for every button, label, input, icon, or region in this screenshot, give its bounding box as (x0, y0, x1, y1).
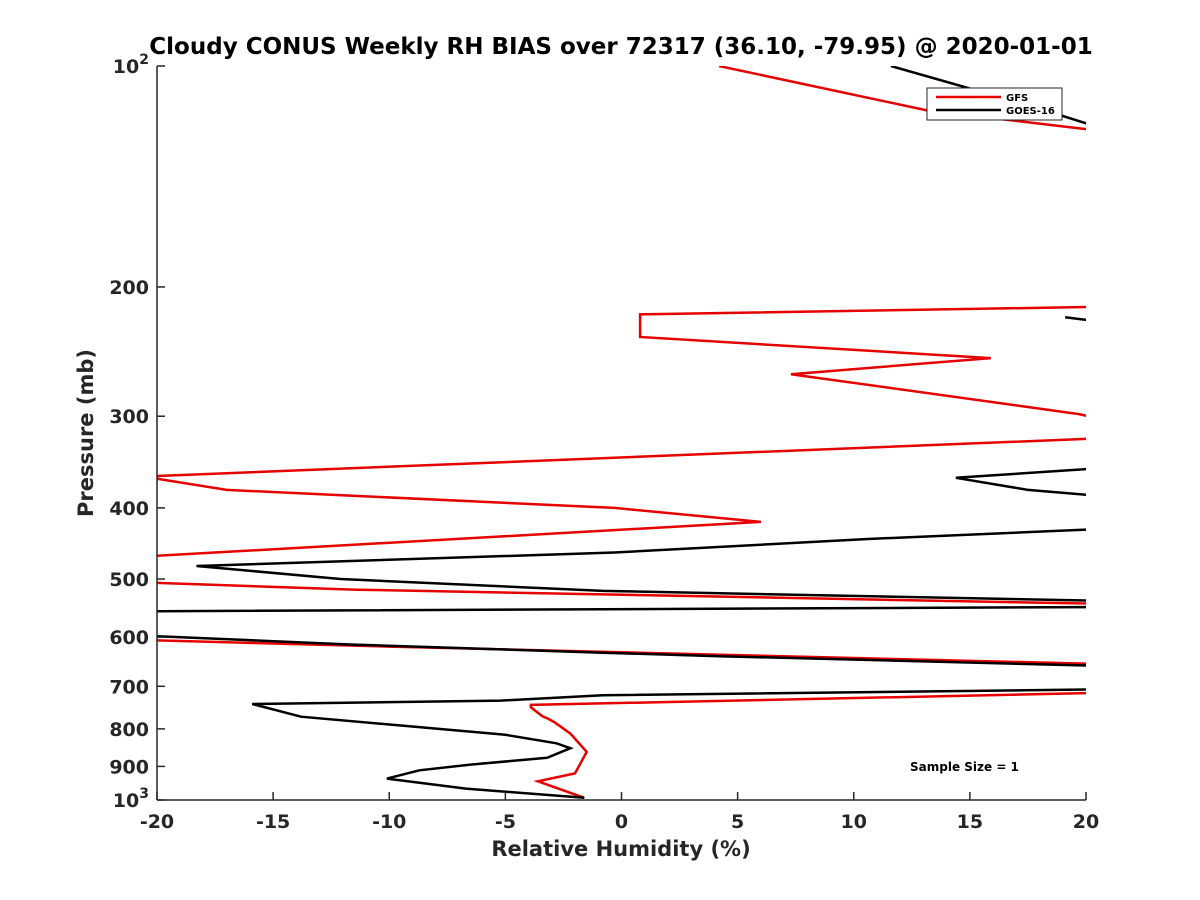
legend: GFS GOES-16 (926, 87, 1063, 121)
y-tick-label: 102 (113, 52, 149, 78)
x-axis-ticks: -20 -15 -10 -5 0 5 10 15 20 (140, 792, 1099, 833)
y-tick-label: 500 (109, 569, 149, 591)
y-tick-label: 700 (109, 676, 149, 698)
x-tick-label: -5 (495, 811, 516, 833)
y-tick-label: 300 (109, 406, 149, 428)
y-tick-label: 800 (109, 719, 149, 741)
x-tick-label: 5 (731, 811, 744, 833)
legend-label-goes16: GOES-16 (1006, 106, 1055, 117)
x-axis-label: Relative Humidity (%) (491, 837, 750, 861)
x-tick-label: 15 (957, 811, 983, 833)
legend-label-gfs: GFS (1006, 93, 1028, 104)
x-tick-label: 10 (841, 811, 867, 833)
y-tick-label: 400 (109, 498, 149, 520)
x-tick-label: 0 (615, 811, 628, 833)
y-axis-ticks: 102 200 300 400 500 600 700 800 900 103 (109, 52, 165, 812)
x-tick-label: -15 (256, 811, 290, 833)
y-tick-label: 103 (113, 786, 149, 812)
legend-box (926, 87, 1063, 121)
y-tick-label: 600 (109, 627, 149, 649)
y-tick-label: 200 (109, 277, 149, 299)
chart-title: Cloudy CONUS Weekly RH BIAS over 72317 (… (149, 34, 1092, 60)
y-tick-label: 900 (109, 756, 149, 778)
x-tick-label: -20 (140, 811, 174, 833)
y-axis-label: Pressure (mb) (74, 349, 98, 517)
sample-size-annotation: Sample Size = 1 (910, 760, 1019, 774)
x-tick-label: -10 (372, 811, 406, 833)
x-tick-label: 20 (1073, 811, 1099, 833)
plot-area (157, 66, 1086, 800)
